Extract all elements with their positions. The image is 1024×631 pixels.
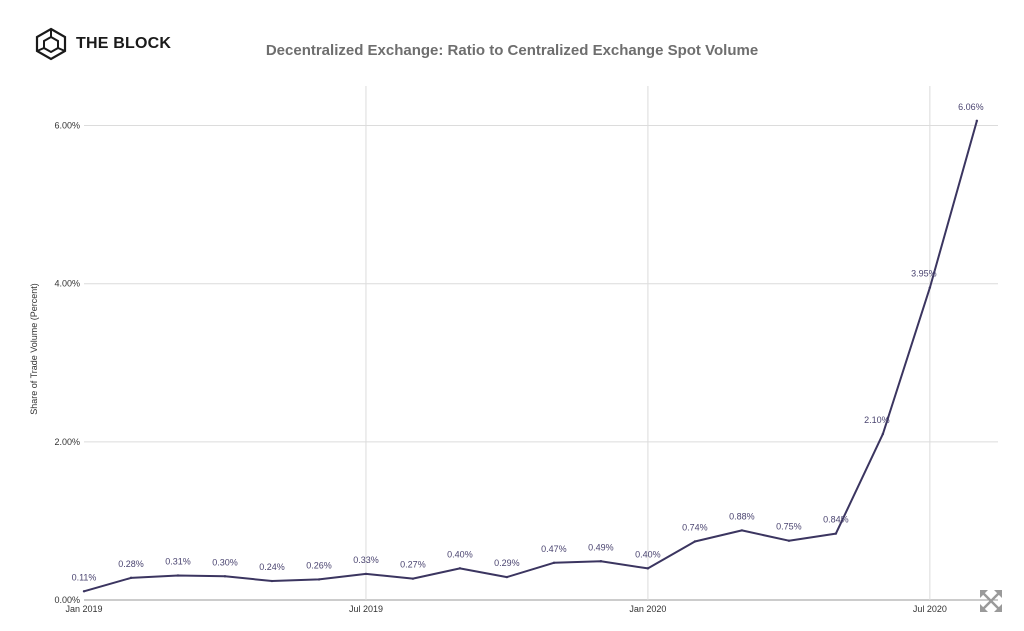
brand-name: THE BLOCK <box>76 35 172 52</box>
y-tick-label: 6.00% <box>54 121 80 131</box>
data-point <box>975 119 979 122</box>
data-label: 0.40% <box>447 549 473 559</box>
data-point <box>599 560 603 563</box>
data-point <box>787 539 791 542</box>
data-label: 0.26% <box>306 560 332 570</box>
x-tick-label: Jul 2019 <box>349 604 383 614</box>
data-label: 0.24% <box>259 562 285 572</box>
data-point <box>458 567 462 570</box>
data-label: 0.11% <box>72 572 97 582</box>
data-label: 0.29% <box>494 558 520 568</box>
data-point <box>223 575 227 578</box>
data-label: 0.74% <box>682 522 708 532</box>
data-label-layer: 0.11% 0.28% 0.31% 0.30% 0.24% 0.26% 0.33% 0.27%… <box>72 102 984 583</box>
data-label: 6.06% <box>958 102 984 112</box>
data-label: 0.47% <box>541 544 567 554</box>
data-label: 0.49% <box>588 542 614 552</box>
chart-title: Decentralized Exchange: Ratio to Central… <box>265 42 759 59</box>
data-point <box>740 529 744 532</box>
x-tick-label: Jul 2020 <box>913 604 947 614</box>
data-point <box>411 577 415 580</box>
data-point <box>646 567 650 570</box>
y-tick-label: 2.00% <box>54 437 80 447</box>
expand-arrows-icon[interactable] <box>978 588 1004 614</box>
data-label: 0.75% <box>776 522 802 532</box>
data-point <box>834 532 838 535</box>
data-point <box>364 572 368 576</box>
data-point <box>82 590 86 593</box>
data-point <box>176 574 180 577</box>
y-tick-label: 4.00% <box>54 279 80 289</box>
axis-layer: 0.00% 2.00% 4.00% 6.00% Jan 2019 Jul 2019 Jan … <box>29 121 947 614</box>
data-point <box>317 578 321 581</box>
data-label: 0.30% <box>212 557 238 567</box>
data-label: 0.84% <box>823 515 849 525</box>
data-point <box>552 561 556 565</box>
data-label: 3.95% <box>911 269 937 279</box>
data-label: 0.88% <box>729 511 755 521</box>
data-point <box>693 540 697 543</box>
data-label: 0.31% <box>165 556 191 566</box>
x-tick-label: Jan 2020 <box>629 604 666 614</box>
data-label: 0.40% <box>635 549 661 559</box>
y-tick-label: 0.00% <box>54 595 80 605</box>
grid-layer <box>84 86 998 601</box>
data-label: 0.27% <box>400 560 426 570</box>
data-point <box>129 576 133 580</box>
cube-logo-icon <box>35 27 67 61</box>
data-label: 0.28% <box>118 559 144 569</box>
y-axis-label: Share of Trade Volume (Percent) <box>29 283 39 415</box>
data-point <box>928 286 932 289</box>
series-line <box>83 120 978 593</box>
data-point <box>881 432 885 436</box>
brand-logo[interactable]: THE BLOCK <box>34 27 171 61</box>
data-point <box>270 579 274 583</box>
data-point <box>505 575 509 579</box>
data-label: 0.33% <box>353 555 379 565</box>
x-tick-label: Jan 2019 <box>65 604 102 614</box>
series-layer <box>82 119 979 593</box>
data-label: 2.10% <box>864 415 890 425</box>
